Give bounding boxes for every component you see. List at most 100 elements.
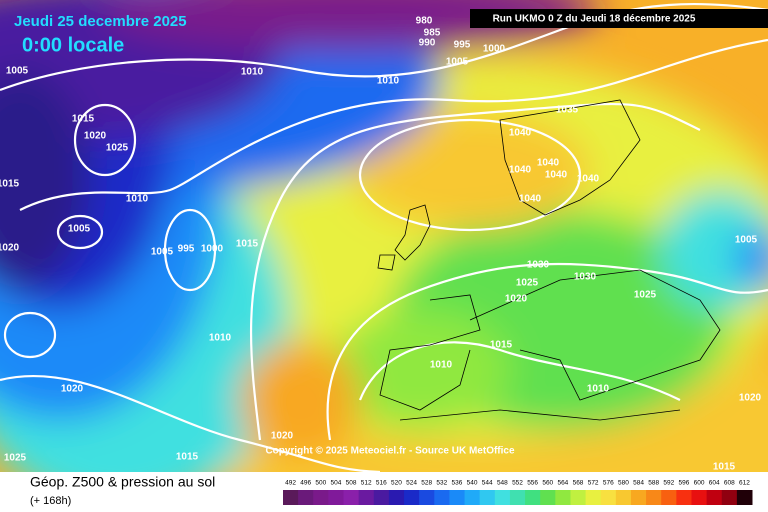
scale-label: 588 — [648, 480, 659, 487]
scale-label: 536 — [452, 480, 463, 487]
isobar-label: 1000 — [483, 44, 506, 55]
isobar-label: 1015 — [490, 340, 513, 351]
scale-label: 568 — [573, 480, 584, 487]
scale-swatch — [313, 490, 329, 505]
scale-swatch — [615, 490, 632, 505]
scale-label: 556 — [527, 480, 538, 487]
scale-swatch — [555, 490, 571, 505]
isobar-label: 1010 — [126, 194, 149, 205]
lead-time: (+ 168h) — [30, 495, 71, 507]
scale-swatch — [570, 490, 587, 505]
run-bar — [470, 9, 768, 28]
scale-swatch — [646, 490, 662, 505]
isobar-label: 1020 — [505, 294, 528, 305]
scale-label: 612 — [739, 480, 750, 487]
isobar-label: 1010 — [377, 76, 400, 87]
isobar-label: 1015 — [0, 179, 20, 190]
isobar-label: 1040 — [519, 194, 542, 205]
scale-label: 584 — [633, 480, 644, 487]
scale-label: 540 — [467, 480, 478, 487]
scale-label: 500 — [315, 480, 326, 487]
isobar-label: 990 — [419, 38, 436, 49]
isobar-label: 1005 — [735, 235, 758, 246]
scale-swatch — [525, 490, 541, 505]
scale-label: 604 — [709, 480, 720, 487]
scale-label: 600 — [694, 480, 705, 487]
isobar-label: 1010 — [241, 67, 264, 78]
copyright: Copyright © 2025 Meteociel.fr - Source U… — [265, 446, 515, 457]
scale-swatch — [283, 490, 299, 505]
scale-swatch — [661, 490, 677, 505]
isobar-label: 1040 — [537, 158, 560, 169]
scale-swatch — [419, 490, 435, 505]
isobar-label: 1040 — [509, 128, 532, 139]
scale-swatch — [540, 490, 556, 505]
isobar-label: 1020 — [271, 431, 294, 442]
scale-swatch — [328, 490, 345, 505]
isobar-label: 985 — [424, 28, 441, 39]
scale-swatch — [736, 490, 753, 505]
scale-label: 544 — [482, 480, 493, 487]
isobar-label: 980 — [416, 16, 433, 27]
isobar-label: 995 — [454, 40, 471, 51]
isobar-label: 1025 — [4, 453, 27, 464]
scale-label: 496 — [300, 480, 311, 487]
scale-label: 532 — [436, 480, 447, 487]
scale-swatch — [449, 490, 466, 505]
scale-label: 592 — [663, 480, 674, 487]
scale-swatch — [509, 490, 526, 505]
isobar-label: 1035 — [556, 105, 579, 116]
isobar-label: 1020 — [0, 243, 20, 254]
date: Jeudi 25 decembre 2025 — [14, 13, 187, 30]
isobar-label: 1020 — [61, 384, 84, 395]
scale-label: 564 — [557, 480, 568, 487]
isobar-label: 1025 — [106, 143, 129, 154]
scale-swatch — [691, 490, 708, 505]
isobar-label: 1030 — [527, 260, 550, 271]
isobar-label: 1015 — [236, 239, 259, 250]
scale-swatch — [600, 490, 617, 505]
isobar-label: 1040 — [577, 174, 600, 185]
scale-label: 528 — [421, 480, 432, 487]
footer-title: Géop. Z500 & pression au sol — [30, 474, 215, 490]
isobar-label: 1010 — [209, 333, 232, 344]
scale-swatch — [494, 490, 511, 505]
scale-label: 572 — [588, 480, 599, 487]
isobar-label: 1005 — [68, 224, 91, 235]
scale-label: 512 — [361, 480, 372, 487]
scale-label: 576 — [603, 480, 614, 487]
scale-swatch — [706, 490, 723, 505]
isobar-label: 1005 — [446, 57, 469, 68]
isobar-label: 1015 — [713, 462, 736, 473]
scale-label: 508 — [346, 480, 357, 487]
scale-label: 608 — [724, 480, 735, 487]
scale-swatch — [721, 490, 738, 505]
isobar-label: 1000 — [201, 244, 224, 255]
scale-swatch — [630, 490, 647, 505]
isobar-label: 1025 — [516, 278, 539, 289]
isobar-label: 1010 — [587, 384, 610, 395]
scale-swatch — [479, 490, 496, 505]
isobar-label: 1020 — [84, 131, 107, 142]
scale-label: 524 — [406, 480, 417, 487]
isobar-label: 1015 — [176, 452, 199, 463]
isobar-label: 1005 — [151, 247, 174, 258]
scale-label: 492 — [285, 480, 296, 487]
isobar-label: 1020 — [739, 393, 762, 404]
isobar-label: 1005 — [6, 66, 29, 77]
run-info: Run UKMO 0 Z du Jeudi 18 décembre 2025 — [493, 14, 696, 25]
isobar-label: 1040 — [509, 165, 532, 176]
scale-swatch — [388, 490, 405, 505]
scale-label: 516 — [376, 480, 387, 487]
scale-swatch — [404, 490, 420, 505]
scale-swatch — [358, 490, 375, 505]
isobar-label: 1030 — [574, 272, 597, 283]
isobar-label: 995 — [178, 244, 195, 255]
legend: 492 496 500 504 508 512 516 520 524 528 532 536 540 5… — [283, 480, 753, 505]
scale-swatch — [585, 490, 602, 505]
isobars — [0, 2, 768, 472]
